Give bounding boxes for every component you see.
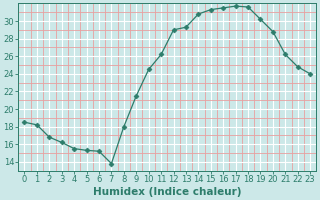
X-axis label: Humidex (Indice chaleur): Humidex (Indice chaleur) xyxy=(93,187,242,197)
